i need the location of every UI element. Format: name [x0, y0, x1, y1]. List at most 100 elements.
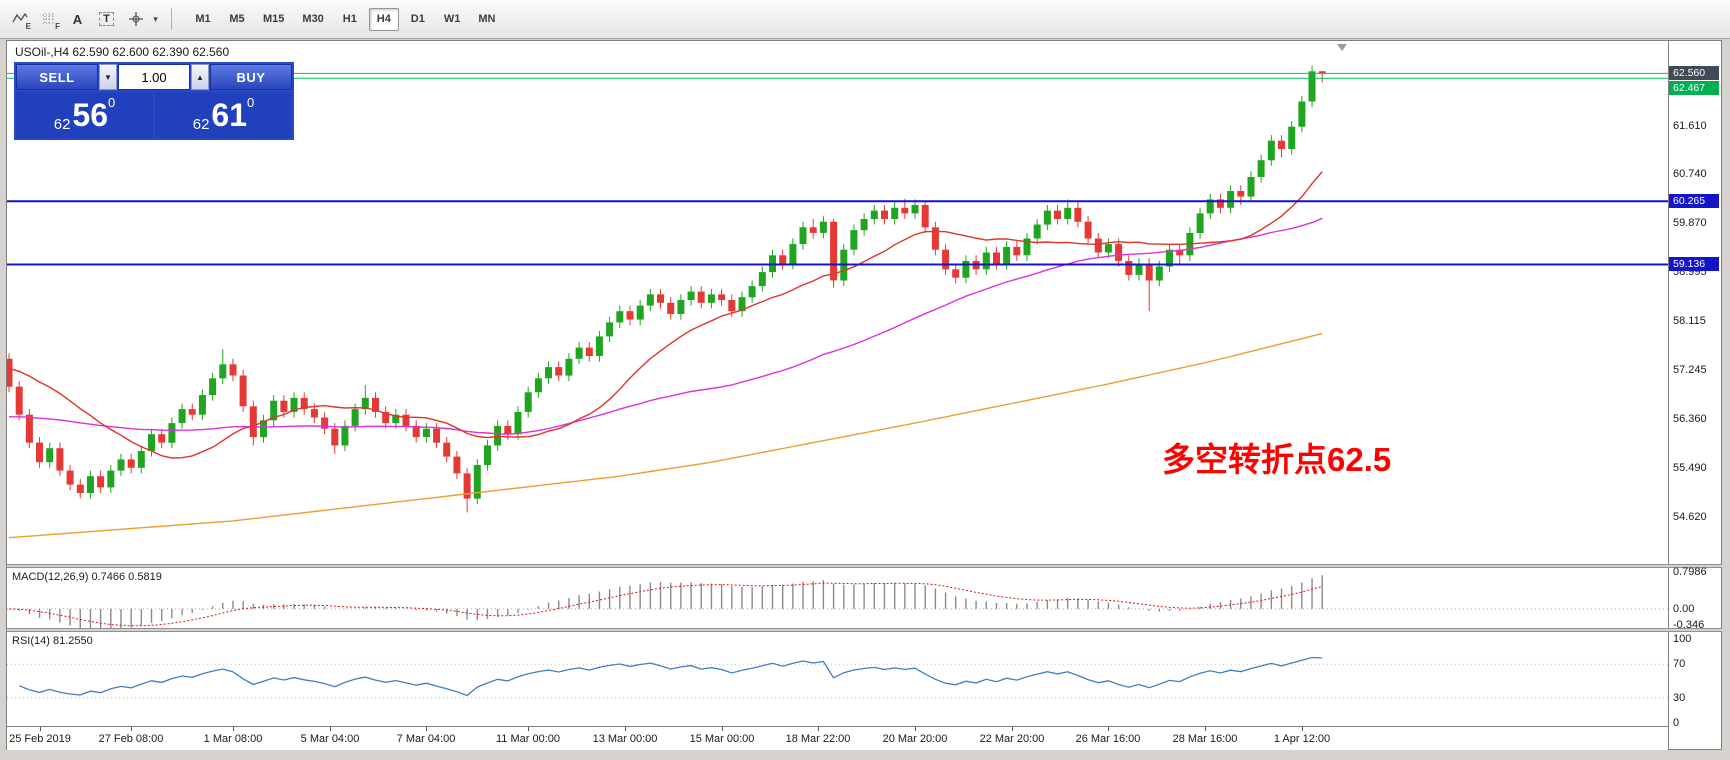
- rsi-name: RSI(14): [12, 635, 50, 647]
- macd-name: MACD(12,26,9): [12, 571, 89, 583]
- time-tick: [528, 727, 529, 731]
- time-axis-label: 1 Mar 08:00: [203, 733, 263, 745]
- time-axis-label: 13 Mar 00:00: [592, 733, 658, 745]
- price-axis-label: 55.490: [1673, 462, 1707, 474]
- volume-down-button[interactable]: ▼: [99, 64, 117, 90]
- time-axis-label: 25 Feb 2019: [9, 733, 71, 745]
- macd-axis-label: -0.346: [1673, 619, 1705, 631]
- time-tick: [131, 727, 132, 731]
- toolbar-separator: [171, 8, 172, 30]
- time-axis-label: 22 Mar 20:00: [979, 733, 1045, 745]
- toolbar: E F A T ▾ M1 M5 M15 M30 H1 H4 D1 W1 MN: [0, 0, 1730, 39]
- textbox-tool-icon[interactable]: T: [93, 6, 120, 32]
- price-axis-label: 56.360: [1673, 413, 1707, 425]
- price-axis-label: 57.245: [1673, 364, 1707, 376]
- text-tool-icon[interactable]: A: [64, 6, 91, 32]
- time-axis[interactable]: 25 Feb 2019 27 Feb 08:00 1 Mar 08:00 5 Mar …: [7, 726, 1668, 750]
- sell-price-display[interactable]: 62 56 0: [16, 92, 153, 138]
- time-tick: [818, 727, 819, 731]
- price-tag-59.136: 59.136: [1669, 257, 1719, 271]
- macd-axis-label: 0.00: [1673, 603, 1695, 615]
- timeframe-group: M1 M5 M15 M30 H1 H4 D1 W1 MN: [181, 7, 503, 31]
- time-tick: [426, 727, 427, 731]
- pane-separator[interactable]: [7, 564, 1722, 568]
- rsi-axis-label: 30: [1673, 692, 1686, 704]
- tf-M15[interactable]: M15: [256, 8, 291, 31]
- chevron-down-icon[interactable]: ▾: [149, 6, 162, 32]
- textbox-tool-icon-glyph: T: [99, 12, 114, 26]
- macd-axis-label: 0.7986: [1673, 566, 1707, 578]
- time-axis-label: 28 Mar 16:00: [1172, 733, 1238, 745]
- price-tag-62.560: 62.560: [1669, 66, 1719, 80]
- time-axis-label: 26 Mar 16:00: [1075, 733, 1141, 745]
- macd-label: MACD(12,26,9) 0.7466 0.5819: [12, 571, 162, 583]
- time-tick: [722, 727, 723, 731]
- tf-W1[interactable]: W1: [437, 8, 468, 31]
- price-axis-label: 59.870: [1673, 217, 1707, 229]
- price-axis-label: 60.740: [1673, 168, 1707, 180]
- polyline-tool-icon[interactable]: E: [6, 6, 33, 32]
- macd-values: 0.7466 0.5819: [91, 571, 162, 583]
- candlestick-series: [7, 65, 1326, 513]
- sell-price-main: 56: [72, 97, 109, 133]
- volume-input[interactable]: [118, 64, 190, 90]
- rsi-axis-label: 0: [1673, 717, 1680, 729]
- time-tick: [1205, 727, 1206, 731]
- sell-button[interactable]: SELL: [16, 64, 98, 90]
- chart-annotation-text: 多空转折点62.5: [1162, 441, 1392, 478]
- price-axis-label: 61.610: [1673, 120, 1707, 132]
- rsi-label: RSI(14) 81.2550: [12, 635, 93, 647]
- time-axis-label: 18 Mar 22:00: [785, 733, 851, 745]
- text-tool-icon-glyph: A: [72, 11, 83, 27]
- buy-price-pip: 0: [247, 95, 255, 110]
- grid-tool-icon[interactable]: F: [35, 6, 62, 32]
- tf-H1[interactable]: H1: [335, 8, 365, 31]
- rsi-line: [18, 656, 1323, 697]
- time-tick: [1108, 727, 1109, 731]
- time-axis-label: 7 Mar 04:00: [396, 733, 456, 745]
- chart-title: USOil-,H4 62.590 62.600 62.390 62.560: [15, 45, 230, 59]
- rsi-plot[interactable]: [7, 632, 1668, 726]
- time-axis-label: 15 Mar 00:00: [689, 733, 755, 745]
- tf-H4[interactable]: H4: [368, 7, 399, 31]
- sell-price-pip: 0: [108, 95, 116, 110]
- buy-button[interactable]: BUY: [210, 64, 292, 90]
- ma-fast-line: [8, 171, 1323, 459]
- tf-MN[interactable]: MN: [471, 8, 502, 31]
- macd-plot[interactable]: [7, 568, 1668, 628]
- time-tick: [330, 727, 331, 731]
- ma-slow-line: [8, 332, 1323, 539]
- macd-histogram: [18, 575, 1323, 628]
- price-tag-60.265: 60.265: [1669, 194, 1719, 208]
- one-click-trade-panel: SELL ▼ ▲ BUY 62 56 0 62 61 0: [14, 62, 294, 140]
- time-axis-label: 11 Mar 00:00: [495, 733, 560, 745]
- time-axis-label: 1 Apr 12:00: [1273, 733, 1331, 745]
- time-tick: [233, 727, 234, 731]
- buy-price-main: 61: [211, 97, 248, 133]
- crosshair-tool-icon[interactable]: [122, 6, 149, 32]
- time-axis-label: 5 Mar 04:00: [300, 733, 360, 745]
- tf-M1[interactable]: M1: [188, 8, 218, 31]
- price-axis-label: 54.620: [1673, 511, 1707, 523]
- price-axis-label: 58.115: [1673, 315, 1706, 327]
- ma-mid-line: [9, 217, 1323, 435]
- sell-price-prefix: 62: [53, 116, 71, 133]
- pane-separator[interactable]: [7, 628, 1722, 632]
- tf-M30[interactable]: M30: [295, 8, 330, 31]
- chart-shift-marker-icon[interactable]: [1337, 44, 1347, 51]
- main-chart-plot[interactable]: [7, 41, 1668, 564]
- time-axis-label: 27 Feb 08:00: [98, 733, 164, 745]
- volume-up-button[interactable]: ▲: [191, 64, 209, 90]
- time-tick: [40, 727, 41, 731]
- rsi-value: 81.2550: [52, 635, 93, 647]
- price-axis-border: [1668, 41, 1669, 749]
- price-tag-62.467: 62.467: [1669, 81, 1719, 95]
- buy-price-display[interactable]: 62 61 0: [155, 92, 292, 138]
- time-axis-label: 20 Mar 20:00: [882, 733, 948, 745]
- tf-M5[interactable]: M5: [222, 8, 252, 31]
- tf-D1[interactable]: D1: [403, 8, 433, 31]
- polyline-tool-icon-sub: E: [25, 22, 31, 31]
- rsi-axis-label: 100: [1673, 633, 1692, 645]
- grid-tool-icon-sub: F: [55, 22, 60, 31]
